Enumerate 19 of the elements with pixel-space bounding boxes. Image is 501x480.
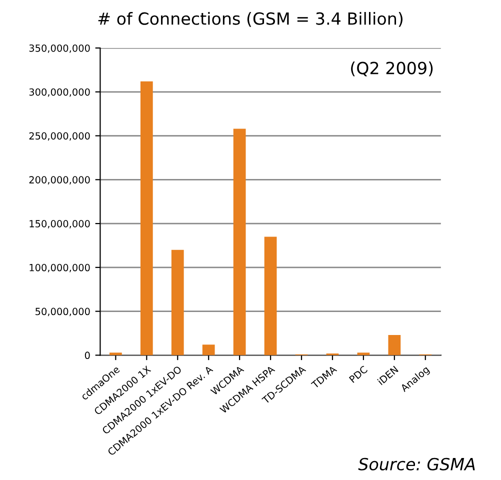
annotation: (Q2 2009) bbox=[351, 61, 433, 76]
y-tick-label: 350,000,000 bbox=[29, 44, 90, 53]
y-tick-label: 150,000,000 bbox=[30, 220, 90, 228]
bar bbox=[171, 250, 184, 356]
y-tick-label: 50,000,000 bbox=[36, 308, 90, 316]
bar bbox=[233, 128, 246, 356]
bar bbox=[140, 81, 153, 356]
bar bbox=[357, 352, 370, 356]
y-tick-label: 300,000,000 bbox=[29, 88, 90, 97]
y-tick-label: 200,000,000 bbox=[29, 176, 90, 184]
chart-title: # of Connections (GSM = 3.4 Billion) bbox=[98, 12, 403, 27]
bar bbox=[264, 236, 277, 356]
y-tick-label: 0 bbox=[84, 352, 90, 360]
bar bbox=[109, 352, 122, 356]
source-note: Source: GSMA bbox=[358, 458, 475, 470]
bar bbox=[388, 335, 401, 356]
y-tick-label: 250,000,000 bbox=[29, 132, 90, 141]
bar bbox=[202, 344, 215, 356]
y-tick-label: 100,000,000 bbox=[30, 264, 90, 272]
